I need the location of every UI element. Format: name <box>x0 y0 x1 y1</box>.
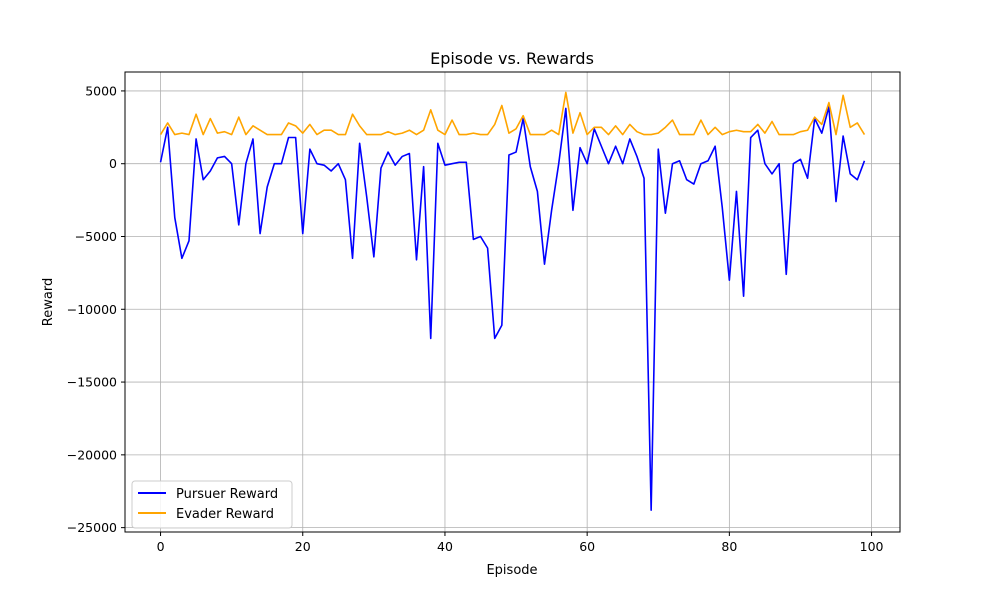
x-axis-title: Episode <box>486 563 537 578</box>
legend-label-pursuer: Pursuer Reward <box>176 487 278 502</box>
series-line-evader-reward <box>159 91 866 136</box>
x-tick-label: 80 <box>721 539 737 554</box>
y-tick-label: −20000 <box>67 447 117 462</box>
y-tick-label: −15000 <box>67 375 117 390</box>
chart-title: Episode vs. Rewards <box>430 49 594 68</box>
x-tick-label: 100 <box>860 539 884 554</box>
legend-frame <box>131 480 293 529</box>
y-axis-title: Reward <box>41 278 56 326</box>
y-tick-label: −25000 <box>67 520 117 535</box>
series-line-pursuer-reward <box>159 106 866 511</box>
x-tick-label: 20 <box>295 539 311 554</box>
axis-ticks: 0 20 40 60 80 100 5000 0 −5000 −10000 −15000 −20000… <box>67 83 884 554</box>
series-lines <box>159 91 866 511</box>
y-tick-label: −5000 <box>75 229 117 244</box>
legend-label-evader: Evader Reward <box>176 507 274 522</box>
x-tick-label: 0 <box>157 539 165 554</box>
y-tick-label: 0 <box>109 156 117 171</box>
x-tick-label: 40 <box>437 539 453 554</box>
y-tick-label: 5000 <box>85 83 117 98</box>
legend: Pursuer Reward Evader Reward <box>131 480 293 529</box>
x-tick-label: 60 <box>579 539 595 554</box>
y-tick-label: −10000 <box>67 302 117 317</box>
plot-frame <box>124 71 901 533</box>
